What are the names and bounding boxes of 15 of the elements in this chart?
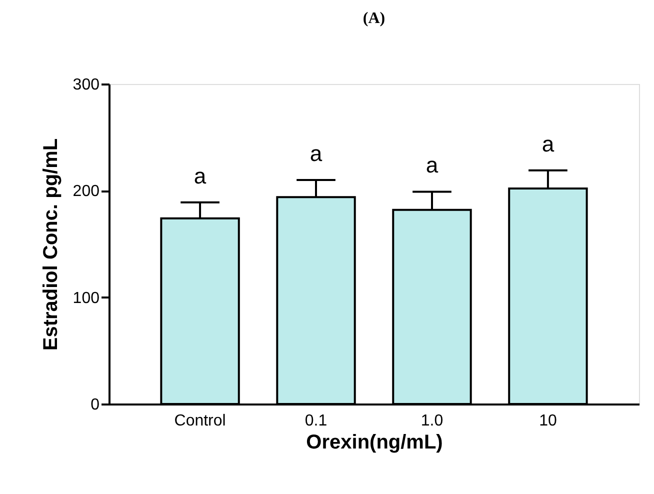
annotation: a: [310, 141, 323, 166]
y-tick-label: 0: [90, 396, 100, 414]
x-tick-label: 10: [539, 412, 557, 430]
x-tick-label: 0.1: [304, 412, 328, 430]
x-tick-label: 1.0: [420, 412, 444, 430]
annotation: a: [542, 131, 555, 156]
y-tick-label: 100: [72, 290, 100, 307]
x-axis-title: Orexin(ng/mL): [306, 432, 443, 454]
y-axis-title: Estradiol Conc. pg/mL: [40, 138, 62, 351]
chart-title: (A): [362, 10, 386, 27]
annotation: a: [194, 163, 207, 188]
annotation: a: [426, 152, 439, 178]
x-tick-label: Control: [174, 412, 226, 430]
y-tick-label: 200: [72, 183, 100, 200]
y-tick-label: 300: [72, 76, 100, 94]
